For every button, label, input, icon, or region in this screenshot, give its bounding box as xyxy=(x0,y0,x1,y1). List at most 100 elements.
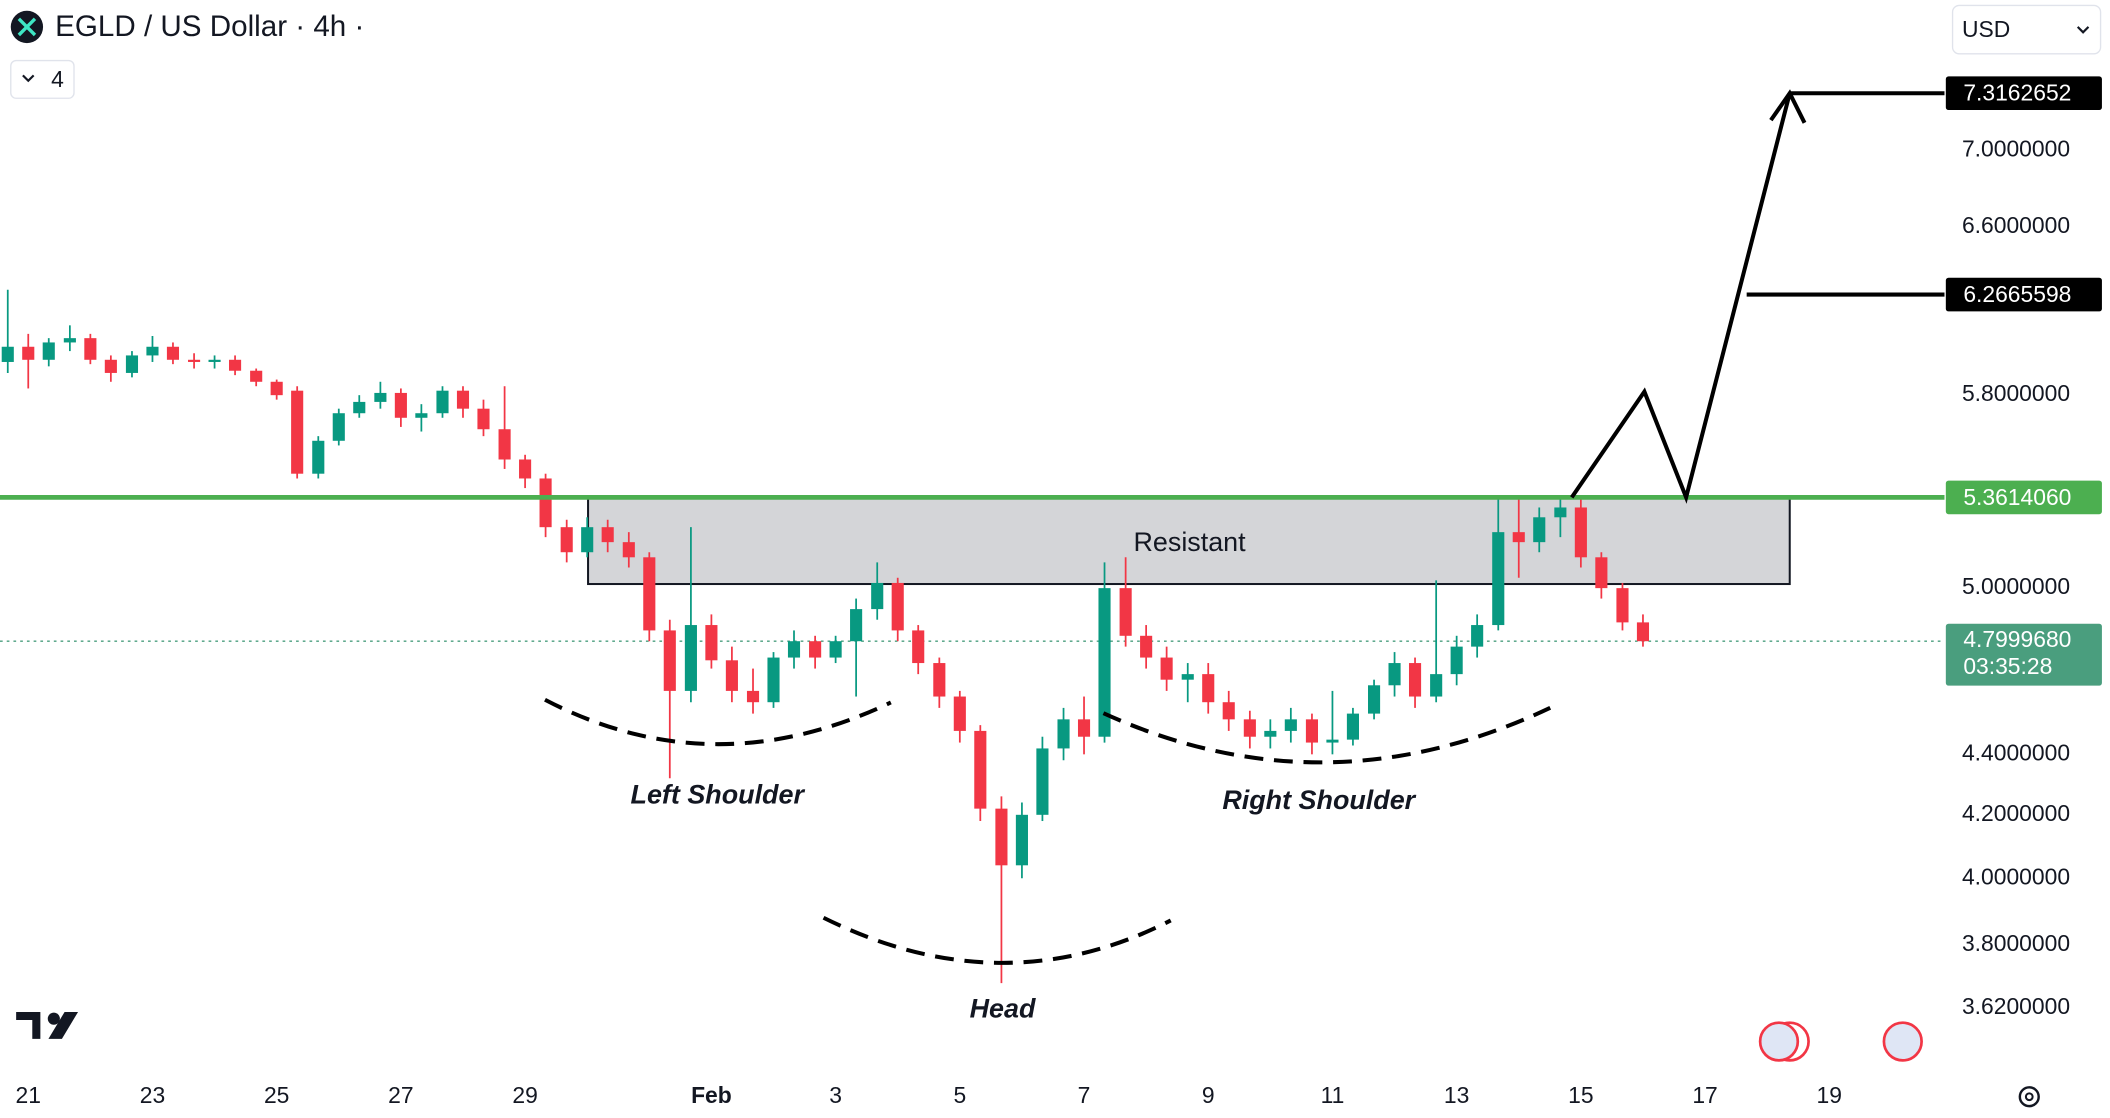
indicator-count: 4 xyxy=(51,66,64,92)
y-tick-label: 3.8000000 xyxy=(1962,930,2070,956)
x-tick-label: 15 xyxy=(1568,1082,1593,1108)
head-arc xyxy=(822,915,1172,965)
zone-label: Resistant xyxy=(1133,527,1246,557)
x-tick-label: 29 xyxy=(512,1082,537,1108)
chevron xyxy=(2076,26,2090,34)
candle-body xyxy=(1533,517,1546,543)
candle-body xyxy=(1057,719,1070,749)
neckline-price-box xyxy=(1945,480,2102,515)
neckline-price-label: 5.3614060 xyxy=(1963,484,2071,510)
candle-body xyxy=(374,392,387,402)
x-tick-label: Feb xyxy=(691,1082,732,1108)
y-tick-label: 4.4000000 xyxy=(1962,739,2070,765)
candle-body xyxy=(456,390,470,409)
settings-icon-core xyxy=(2024,1092,2034,1102)
candle-body xyxy=(663,630,676,691)
candle-body xyxy=(871,582,884,610)
candle-body xyxy=(1264,730,1277,737)
candle-body xyxy=(1616,588,1629,623)
candle-body xyxy=(1636,622,1650,642)
x-tick-label: 23 xyxy=(140,1082,165,1108)
projection-path xyxy=(1570,92,1792,504)
candle-body xyxy=(1346,713,1359,740)
symbol-logo-mark xyxy=(17,17,37,37)
candle-body xyxy=(787,641,801,658)
event-icon[interactable] xyxy=(1882,1021,1923,1062)
candle-body xyxy=(208,359,221,362)
x-tick-label: 11 xyxy=(1321,1082,1345,1108)
candle-body xyxy=(560,527,573,553)
y-tick-label: 4.0000000 xyxy=(1962,863,2070,889)
x-tick-label: 3 xyxy=(829,1082,842,1108)
candle-body xyxy=(850,609,863,642)
candle-body xyxy=(353,401,366,414)
candle-body xyxy=(1015,814,1028,866)
candle-body xyxy=(746,690,760,703)
candle-body xyxy=(1512,532,1525,543)
candle-body xyxy=(188,359,201,362)
candle-body xyxy=(1595,557,1608,589)
candle-body xyxy=(250,370,263,382)
candle-body xyxy=(84,338,97,360)
candle-body xyxy=(891,582,904,631)
candle-body xyxy=(601,527,614,543)
chevron xyxy=(22,74,35,83)
candle-body xyxy=(1430,674,1443,697)
candle-body xyxy=(1408,663,1422,697)
target-price-box xyxy=(1945,277,2102,312)
x-tick-label: 9 xyxy=(1202,1082,1215,1108)
y-tick-label: 5.0000000 xyxy=(1962,573,2070,599)
candle-body xyxy=(995,808,1008,866)
y-tick-label: 7.0000000 xyxy=(1962,136,2070,162)
candle-body xyxy=(1243,719,1256,737)
y-tick-label: 3.6200000 xyxy=(1962,993,2070,1019)
event-icon[interactable] xyxy=(1758,1021,1800,1062)
brand-logo-dot xyxy=(47,1012,60,1025)
right-shoulder-arc xyxy=(1102,706,1552,765)
candle-body xyxy=(394,392,407,418)
x-tick-label: 27 xyxy=(388,1082,413,1108)
target-price-box xyxy=(1945,76,2102,111)
candle-body xyxy=(1222,702,1235,720)
candle-body xyxy=(104,359,117,373)
candle-body xyxy=(705,625,718,661)
candle-body xyxy=(312,440,325,474)
candle-body xyxy=(1326,739,1339,743)
resistance-zone xyxy=(587,496,1791,586)
overlay: 21 23 25 27 29 Feb 3 5 7 9 11 13 15 17 19 7.0000000 6.60… xyxy=(16,76,2102,1108)
candle-body xyxy=(539,478,552,528)
candle-body xyxy=(767,657,780,703)
current-price-label: 4.7999680 xyxy=(1963,626,2071,652)
candle-body xyxy=(1140,635,1153,658)
currency-select[interactable] xyxy=(1951,4,2102,55)
candle-body xyxy=(1077,719,1091,737)
candle-body xyxy=(1160,657,1173,680)
head-label: Head xyxy=(970,994,1036,1024)
candle-body xyxy=(519,459,532,479)
candle-body xyxy=(725,660,738,691)
candle-body xyxy=(1388,663,1401,686)
candle-body xyxy=(1492,532,1505,626)
right-shoulder-label: Right Shoulder xyxy=(1222,785,1416,815)
x-tick-label: 21 xyxy=(16,1082,41,1108)
target-price-label: 7.3162652 xyxy=(1963,80,2071,106)
x-tick-label: 7 xyxy=(1078,1082,1091,1108)
candle-body xyxy=(1,346,14,362)
candle-body xyxy=(829,641,842,658)
candle-body xyxy=(125,355,139,373)
candle-body xyxy=(1368,685,1381,714)
candle-body xyxy=(684,625,697,691)
candle-body xyxy=(22,346,35,360)
candle-body xyxy=(643,557,656,631)
y-tick-label: 4.2000000 xyxy=(1962,800,2070,826)
settings-icon[interactable] xyxy=(2018,1086,2040,1108)
candle-body xyxy=(1305,719,1319,743)
candle-body xyxy=(1284,719,1297,731)
candle-body xyxy=(291,390,304,474)
x-tick-label: 5 xyxy=(953,1082,966,1108)
plot-area xyxy=(0,89,1945,984)
y-tick-label: 5.8000000 xyxy=(1962,380,2070,406)
candle-body xyxy=(1574,507,1587,558)
indicator-toggle[interactable] xyxy=(10,59,75,99)
